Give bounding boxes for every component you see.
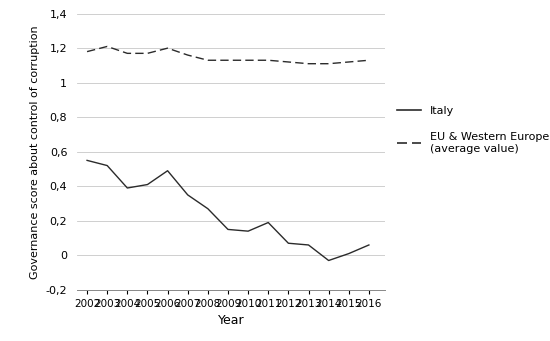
EU & Western Europe
(average value) — [265, 58, 272, 62]
EU & Western Europe
(average value) — [305, 62, 312, 66]
EU & Western Europe
(average value) — [144, 51, 151, 55]
EU & Western Europe
(average value) — [245, 58, 251, 62]
Italy — [345, 252, 352, 256]
Italy — [285, 241, 292, 245]
Italy — [144, 182, 151, 187]
X-axis label: Year: Year — [218, 314, 244, 327]
EU & Western Europe
(average value) — [205, 58, 211, 62]
EU & Western Europe
(average value) — [104, 44, 111, 48]
Italy — [205, 207, 211, 211]
Italy — [265, 221, 272, 225]
Italy — [184, 193, 191, 197]
EU & Western Europe
(average value) — [285, 60, 292, 64]
EU & Western Europe
(average value) — [164, 46, 171, 50]
EU & Western Europe
(average value) — [366, 58, 372, 62]
EU & Western Europe
(average value) — [225, 58, 232, 62]
Italy — [366, 243, 372, 247]
Italy — [225, 227, 232, 232]
Italy — [305, 243, 312, 247]
Italy — [124, 186, 131, 190]
Italy — [326, 258, 332, 263]
EU & Western Europe
(average value) — [326, 62, 332, 66]
Italy — [164, 169, 171, 173]
Legend: Italy, EU & Western Europe
(average value): Italy, EU & Western Europe (average valu… — [397, 105, 549, 154]
EU & Western Europe
(average value) — [345, 60, 352, 64]
EU & Western Europe
(average value) — [124, 51, 131, 55]
Y-axis label: Governance score about control of corruption: Governance score about control of corrup… — [30, 25, 40, 279]
EU & Western Europe
(average value) — [184, 53, 191, 57]
Line: EU & Western Europe
(average value): EU & Western Europe (average value) — [87, 46, 369, 64]
EU & Western Europe
(average value) — [84, 49, 90, 54]
Italy — [104, 163, 111, 167]
Italy — [84, 158, 90, 162]
Line: Italy: Italy — [87, 160, 369, 261]
Italy — [245, 229, 251, 233]
